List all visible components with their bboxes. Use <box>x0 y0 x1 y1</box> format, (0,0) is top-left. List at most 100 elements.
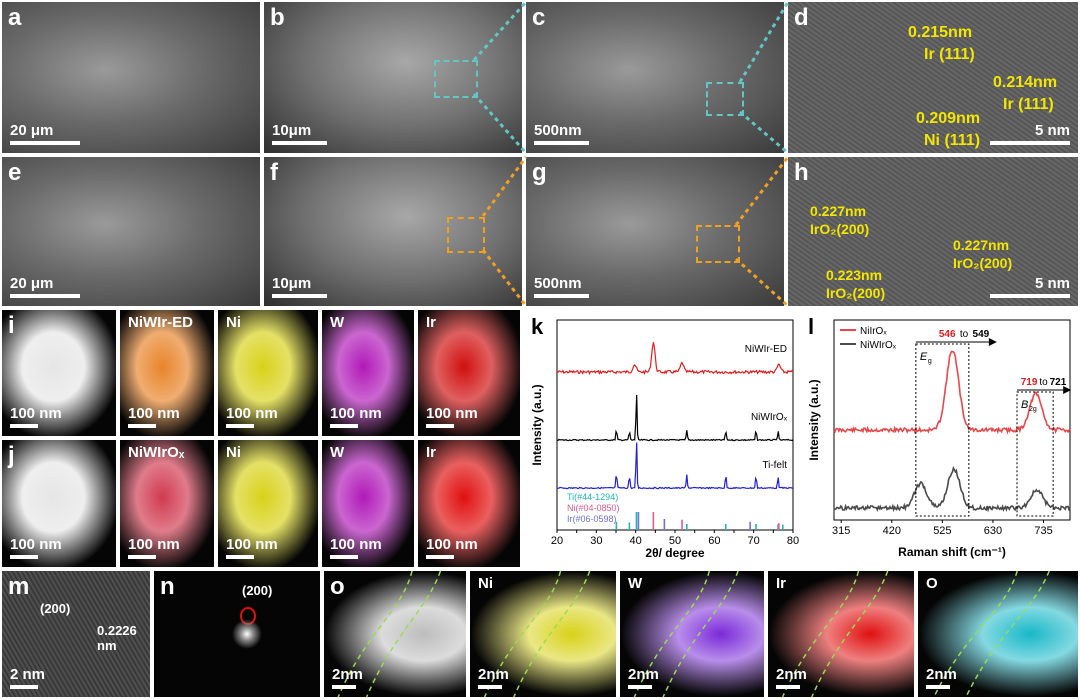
panel-letter: f <box>270 159 278 186</box>
scalebar: 10μm <box>272 122 327 145</box>
zoom-box <box>447 217 485 253</box>
panel-letter: k <box>531 314 544 339</box>
panel-letter: d <box>794 4 809 31</box>
panel-d: d 0.215nm Ir (111) 0.214nm Ir (111) 0.20… <box>788 2 1078 153</box>
spacing-label: 0.2226 nm <box>97 623 137 653</box>
panel-k: k NiWIr-ED NiWIrOₓ Ti-felt Ti(#44-1294) Ni(#0… <box>525 312 800 567</box>
lattice-plane: Ir (111) <box>1003 96 1054 113</box>
panel-b: b 10μm <box>264 2 522 153</box>
connector-line <box>738 1 790 83</box>
element-label: NiWIrOₓ <box>128 444 185 461</box>
scalebar: 2 nm <box>10 666 45 689</box>
panel-f: f 10μm <box>264 157 522 306</box>
boundary-lines <box>337 571 442 697</box>
eds-tile-j-3: W 100 nm <box>322 440 414 567</box>
element-label: Ni <box>478 575 493 592</box>
element-label: Ni <box>226 314 241 331</box>
eds-tile-j-1: NiWIrOₓ 100 nm <box>120 440 214 567</box>
boundary-line <box>513 571 591 697</box>
legend-label: NiWIrOₓ <box>860 340 897 351</box>
eds-tile-i-2: Ni 100 nm <box>218 310 318 436</box>
boundary-line <box>337 571 413 697</box>
band-label: B <box>1021 399 1028 411</box>
fft-center <box>232 619 262 649</box>
x-tick-label: 30 <box>590 535 602 547</box>
y-axis-label: Intensity (a.u.) <box>530 384 544 465</box>
connector-line <box>481 156 528 217</box>
eds-tile-i-3: W 100 nm <box>322 310 414 436</box>
element-label: Ir <box>776 575 787 592</box>
boundary-line <box>811 571 889 697</box>
panel-a: a 20 μm <box>2 2 260 153</box>
x-tick-label: 630 <box>984 525 1002 537</box>
x-tick-label: 70 <box>748 535 760 547</box>
scalebar: 100 nm <box>10 536 62 559</box>
scalebar: 2nm <box>926 666 957 689</box>
boundary-line <box>662 571 739 697</box>
arrow-head <box>988 338 997 346</box>
xrd-chart: k NiWIr-ED NiWIrOₓ Ti-felt Ti(#44-1294)Ni(#0… <box>530 314 799 560</box>
plane-label: (200) <box>40 601 71 616</box>
reference-label: Ir(#06-0598) <box>567 514 617 524</box>
lattice-plane: IrO₂(200) <box>953 255 1013 271</box>
boundary-lines <box>633 571 739 697</box>
legend-label: NiIrOₓ <box>860 326 887 337</box>
element-label: NiWIr-ED <box>128 314 193 331</box>
connector-line <box>739 110 789 155</box>
panel-letter: l <box>808 314 814 339</box>
scalebar: 20 μm <box>10 122 80 145</box>
eds-tile-j-0: j 100 nm <box>2 440 116 567</box>
panel-g: g 500nm <box>526 157 784 306</box>
band-sub: 2g <box>1029 406 1037 413</box>
boundary-line <box>483 571 562 697</box>
zoom-box <box>696 225 740 263</box>
eds-tile-o-3: Ir 2nm <box>768 571 914 697</box>
element-label: W <box>330 444 345 461</box>
shift-to-word: to <box>1039 377 1048 388</box>
x-tick-label: 735 <box>1034 525 1052 537</box>
shift-to: 549 <box>973 329 990 340</box>
lattice-spacing: 0.215nm <box>908 24 973 41</box>
connector-line <box>481 249 528 307</box>
lattice-plane: IrO₂(200) <box>810 221 870 237</box>
panel-h: h 0.227nm IrO₂(200) 0.227nm IrO₂(200) 0.… <box>788 157 1078 306</box>
scalebar: 100 nm <box>10 405 62 428</box>
eds-tile-o-0: o 2nm <box>324 571 466 697</box>
element-label: Ir <box>426 314 437 331</box>
connector-line <box>734 156 790 226</box>
x-tick-label: 50 <box>669 535 681 547</box>
lattice-spacing: 0.227nm <box>953 237 1010 253</box>
panel-letter: m <box>8 573 30 600</box>
x-tick-label: 315 <box>832 525 850 537</box>
panel-e: e 20 μm <box>2 157 260 306</box>
scalebar: 2nm <box>776 666 807 689</box>
eds-tile-j-2: Ni 100 nm <box>218 440 318 567</box>
panel-letter: i <box>8 312 15 339</box>
shift-from: 719 <box>1021 377 1038 388</box>
boundary-line <box>933 571 1018 697</box>
scalebar: 5 nm <box>990 122 1070 145</box>
scalebar: 100 nm <box>330 536 382 559</box>
scalebar: 100 nm <box>330 405 382 428</box>
lattice-spacing: 0.223nm <box>826 267 883 283</box>
panel-letter: g <box>532 159 547 186</box>
scalebar: 100 nm <box>426 536 478 559</box>
element-label: Ir <box>426 444 437 461</box>
panel-letter: c <box>532 4 546 31</box>
element-label: Ni <box>226 444 241 461</box>
boundary-lines <box>933 571 1050 697</box>
zoom-box <box>706 82 744 116</box>
eds-tile-o-2: W 2nm <box>620 571 764 697</box>
eds-tile-o-1: Ni 2nm <box>470 571 616 697</box>
reference-label: Ni(#04-0850) <box>567 503 620 513</box>
panel-letter: j <box>8 442 15 469</box>
x-tick-label: 60 <box>708 535 720 547</box>
scalebar: 100 nm <box>226 536 278 559</box>
panel-letter: o <box>330 573 345 600</box>
arrow-head <box>1063 386 1072 394</box>
eds-tile-j-4: Ir 100 nm <box>418 440 520 567</box>
eds-tile-o-4: O 2nm <box>918 571 1078 697</box>
panel-letter: n <box>160 573 175 600</box>
connector-line <box>472 0 528 62</box>
